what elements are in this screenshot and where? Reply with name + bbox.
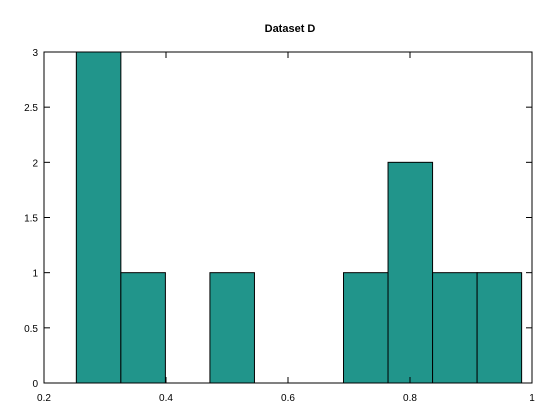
histogram-bar-0: [75, 51, 122, 384]
histogram-bar-9: [476, 272, 523, 384]
y-tick-label-6: 3: [32, 48, 38, 59]
y-tick-label-4: 2: [32, 158, 38, 169]
y-tick-label-5: 2.5: [24, 103, 38, 114]
y-tick-label-0: 0: [32, 379, 38, 390]
histogram-bar-8: [432, 272, 478, 384]
chart-title: Dataset D: [265, 23, 316, 35]
histogram-bar-7: [387, 161, 434, 384]
ticks-group: [43, 51, 533, 384]
histogram-bar-1: [120, 272, 166, 384]
x-tick-label-0: 0.2: [37, 393, 51, 404]
x-tick-label-2: 0.6: [281, 393, 295, 404]
x-tick-label-4: 1: [529, 393, 535, 404]
x-tick-label-3: 0.8: [403, 393, 417, 404]
histogram-bar-6: [343, 272, 389, 384]
x-tick-label-1: 0.4: [159, 393, 173, 404]
bars-group: [75, 51, 523, 384]
y-tick-label-3: 1.5: [24, 214, 38, 225]
y-tick-label-2: 1: [32, 269, 38, 280]
histogram-bar-3: [209, 272, 255, 384]
y-tick-label-1: 0.5: [24, 324, 38, 335]
tick-labels-group: 0.2 0.4 0.6 0.8 1 0 0.5 1 1.5 2 2.5 3: [24, 48, 535, 404]
